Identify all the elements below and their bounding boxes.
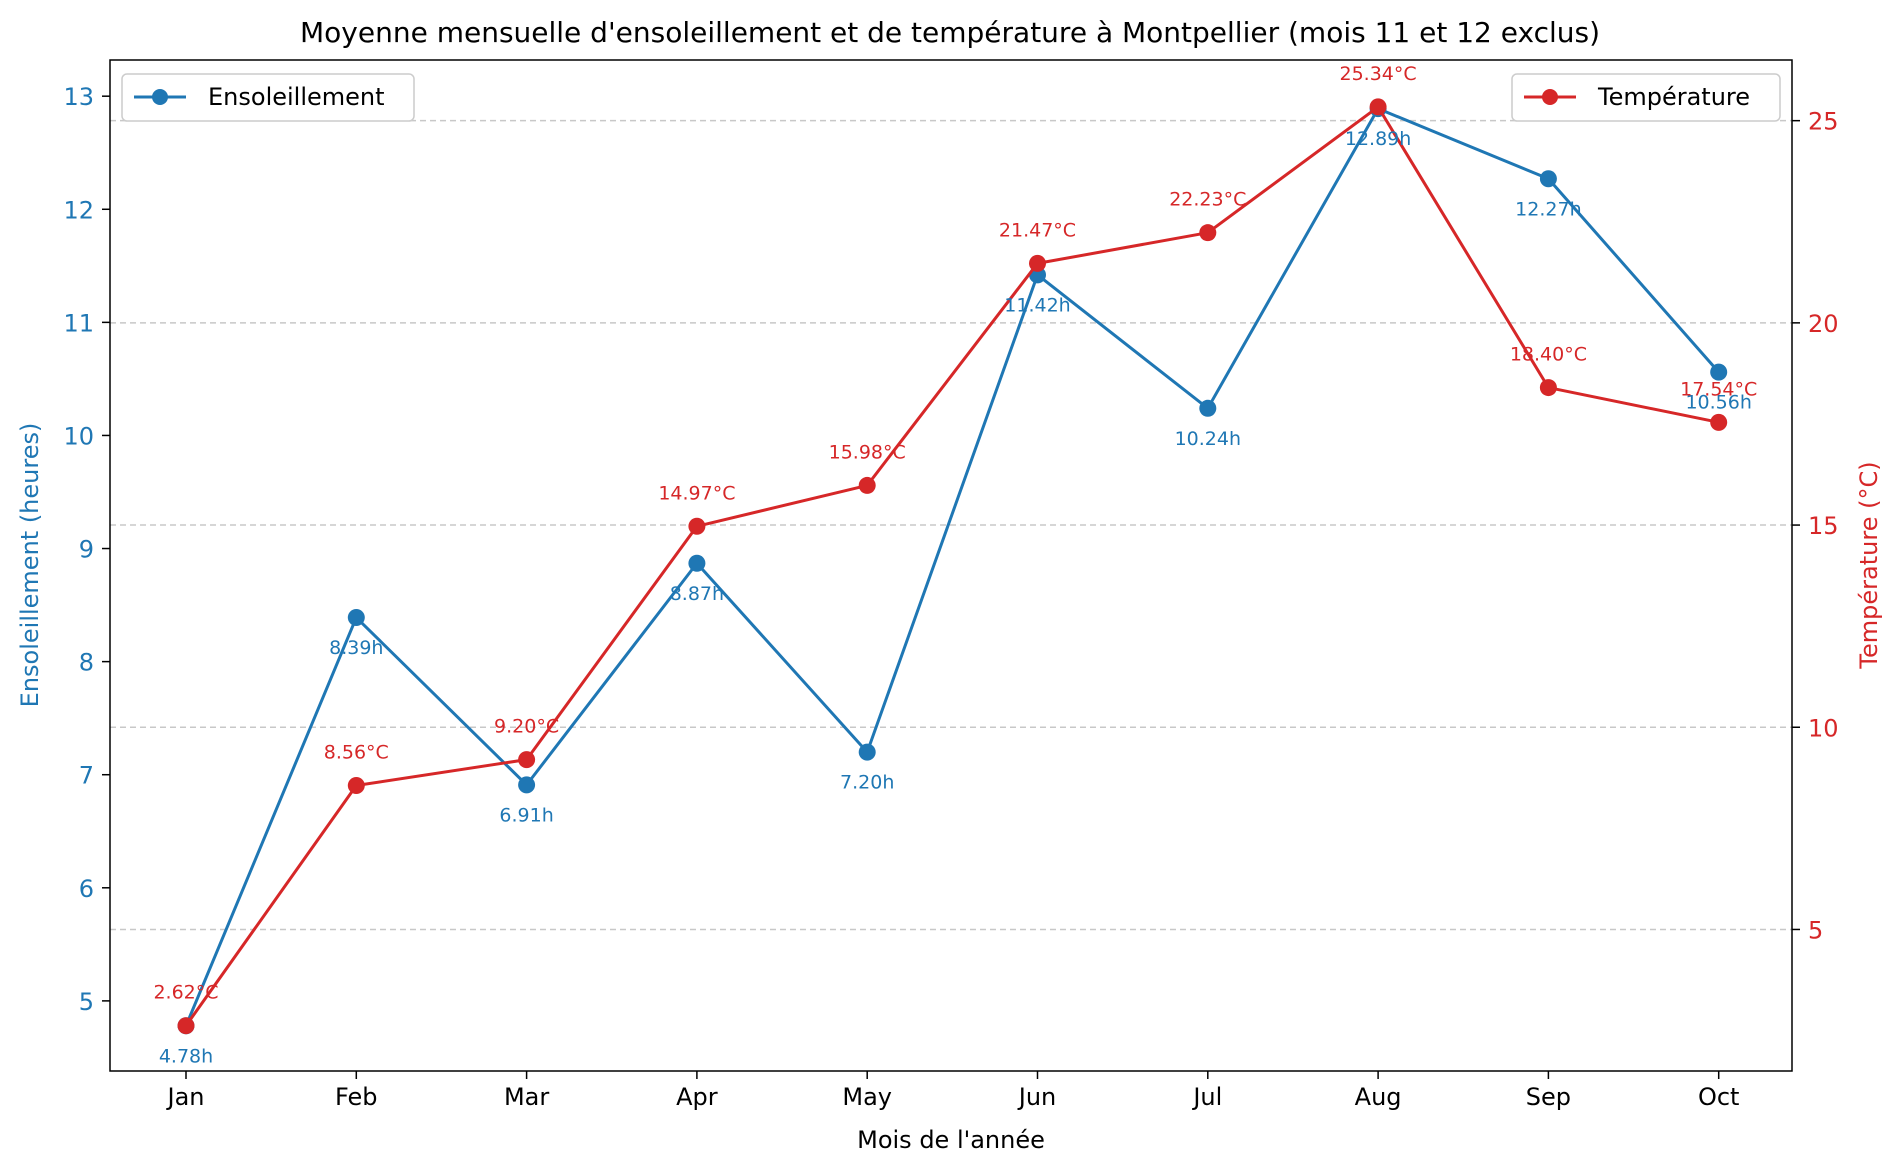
temperature-point — [688, 517, 706, 535]
legend-sunshine-marker — [152, 89, 168, 105]
legend-sunshine: Ensoleillement — [121, 73, 415, 122]
temperature-series-line — [184, 105, 1720, 1027]
y-right-tick-label: 25 — [1808, 108, 1839, 136]
x-tick-label: Feb — [335, 1083, 378, 1111]
sunshine-data-label: 4.78h — [159, 1045, 213, 1067]
sunshine-data-label: 8.39h — [329, 637, 383, 659]
x-tick-label: Aug — [1355, 1083, 1402, 1111]
temperature-point — [1369, 98, 1387, 116]
data-label-layer: 4.78h 8.39h 6.91h 8.87h 7.20h 11.42h 10.24h 12.… — [153, 63, 1757, 1067]
series-layer — [177, 98, 1728, 1035]
y-right-tick-label: 10 — [1808, 714, 1839, 742]
sunshine-point — [688, 554, 706, 572]
y-left-axis-label: Ensoleillement (heures) — [16, 423, 44, 708]
temperature-data-label: 14.97°C — [658, 482, 735, 504]
sunshine-data-label: 7.20h — [840, 772, 894, 794]
temperature-data-label: 9.20°C — [494, 716, 559, 738]
x-tick-label: Jun — [1017, 1083, 1057, 1111]
plot-frame — [109, 59, 1793, 1072]
x-tick-label: Sep — [1526, 1083, 1571, 1111]
y-left-axis: 5 6 7 8 9 10 11 12 13 — [63, 83, 110, 1016]
sunshine-data-label: 6.91h — [499, 804, 553, 826]
x-axis: Jan Feb Mar Apr May Jun Jul Aug Sep Oct — [166, 1071, 1740, 1111]
y-left-tick-label: 12 — [63, 196, 94, 224]
legend-temperature: Température — [1511, 73, 1781, 122]
temperature-data-label: 25.34°C — [1340, 63, 1417, 85]
y-right-tick-label: 20 — [1808, 310, 1839, 338]
temperature-data-label: 8.56°C — [324, 741, 389, 763]
y-left-tick-label: 13 — [63, 83, 94, 111]
y-right-tick-label: 15 — [1808, 512, 1839, 540]
sunshine-data-label: 11.42h — [1004, 294, 1070, 316]
legend-temperature-label: Température — [1597, 83, 1750, 111]
x-tick-label: Apr — [676, 1083, 718, 1111]
temperature-data-label: 15.98°C — [829, 441, 906, 463]
temperature-data-label: 2.62°C — [153, 982, 218, 1004]
temperature-point — [1710, 413, 1728, 431]
sunshine-data-label: 8.87h — [670, 583, 724, 605]
y-right-axis-label: Température (°C) — [1855, 461, 1883, 669]
temperature-point — [518, 751, 536, 769]
temperature-point — [347, 776, 365, 794]
y-left-tick-label: 7 — [79, 762, 94, 790]
temperature-point — [1199, 224, 1217, 242]
sunshine-data-label: 12.89h — [1345, 128, 1411, 150]
x-tick-label: Mar — [504, 1083, 549, 1111]
sunshine-point — [347, 609, 365, 627]
temperature-point — [1539, 379, 1557, 397]
x-axis-label: Mois de l'année — [857, 1126, 1045, 1154]
y-right-axis: 5 10 15 20 25 — [1792, 108, 1839, 944]
legend-sunshine-box — [121, 73, 415, 122]
sunshine-point — [1199, 399, 1217, 417]
grid-lines — [110, 119, 1792, 931]
sunshine-series-line — [184, 107, 1720, 1027]
temperature-data-label: 22.23°C — [1169, 189, 1246, 211]
legend-temperature-box — [1511, 73, 1781, 122]
legend-sunshine-label: Ensoleillement — [208, 83, 385, 111]
temperature-point — [1029, 254, 1046, 272]
sunshine-data-label: 10.56h — [1685, 392, 1751, 414]
y-left-tick-label: 6 — [79, 875, 94, 903]
x-tick-label: May — [842, 1083, 892, 1111]
x-tick-label: Jan — [166, 1083, 205, 1111]
sunshine-point — [1710, 363, 1728, 381]
temperature-point — [858, 476, 876, 494]
sunshine-data-label: 10.24h — [1175, 428, 1241, 450]
temperature-point — [177, 1017, 195, 1035]
legend-temperature-marker — [1542, 89, 1558, 105]
y-right-tick-label: 5 — [1808, 916, 1823, 944]
temperature-data-label: 21.47°C — [999, 219, 1076, 241]
y-left-tick-label: 5 — [79, 988, 94, 1016]
y-left-tick-label: 9 — [79, 536, 94, 564]
temperature-data-label: 18.40°C — [1510, 344, 1587, 366]
y-left-tick-label: 8 — [79, 649, 94, 677]
sunshine-point — [518, 776, 536, 794]
x-tick-label: Oct — [1698, 1083, 1740, 1111]
chart-title: Moyenne mensuelle d'ensoleillement et de… — [300, 16, 1600, 49]
temperature-data-label: 17.54°C — [1680, 378, 1757, 400]
y-left-tick-label: 10 — [63, 422, 94, 450]
x-tick-label: Jul — [1191, 1083, 1222, 1111]
sunshine-point — [1539, 170, 1557, 188]
y-left-tick-label: 11 — [63, 309, 94, 337]
sunshine-data-label: 12.27h — [1515, 198, 1581, 220]
sunshine-point — [858, 743, 876, 761]
